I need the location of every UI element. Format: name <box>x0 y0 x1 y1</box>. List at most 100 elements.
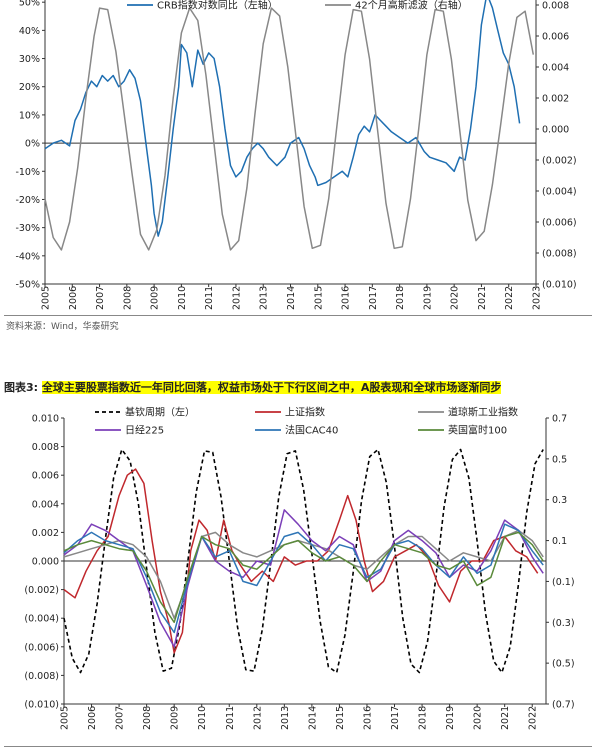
legend-label-2: 道琼斯工业指数 <box>448 406 518 419</box>
y-right-tick-label: 0.000 <box>542 125 569 136</box>
x-tick-label: 2013 <box>259 286 270 310</box>
series-line-2 <box>63 529 544 619</box>
series-line-0 <box>44 0 521 237</box>
legend-label-5: 英国富时100 <box>448 424 507 437</box>
x-tick-label: 2021 <box>477 286 488 310</box>
y-right-tick-label: (0.002) <box>542 156 577 167</box>
y-right-tick-label: (0.004) <box>542 187 577 198</box>
series-line-5 <box>63 531 544 624</box>
y-left-tick-label: 30% <box>19 54 40 65</box>
x-tick-label: 2016 <box>341 286 352 310</box>
figure-3-title: 图表3: 全球主要股票指数近一年同比回落，权益市场处于下行区间之中，A股表现和全… <box>4 379 502 395</box>
y-left-tick-label: 0.010 <box>32 414 59 425</box>
y-left-tick-label: (0.002) <box>24 585 59 596</box>
y-left-tick-label: (0.004) <box>24 614 59 625</box>
series-line-1 <box>44 7 535 251</box>
y-left-tick-label: (0.008) <box>24 671 59 682</box>
figure-3-label: 图表3: <box>4 381 39 394</box>
x-tick-label: 2011 <box>204 286 215 310</box>
x-tick-label: 2015 <box>335 706 346 730</box>
series-line-1 <box>63 468 539 654</box>
x-tick-label: 2011 <box>225 706 236 730</box>
y-right-tick-label: (0.7) <box>552 700 575 711</box>
x-tick-label: 2018 <box>418 706 429 730</box>
separator-line <box>4 315 592 316</box>
y-right-tick-label: (0.3) <box>552 618 575 629</box>
y-left-tick-label: 20% <box>19 82 40 93</box>
x-tick-label: 2017 <box>368 286 379 310</box>
legend-label-1: 42个月高斯滤波（右轴） <box>355 0 468 12</box>
x-tick-label: 2022 <box>528 706 539 730</box>
x-tick-label: 2006 <box>87 706 98 730</box>
x-tick-label: 2010 <box>197 706 208 730</box>
x-tick-label: 2020 <box>473 706 484 730</box>
x-tick-label: 2010 <box>177 286 188 310</box>
y-left-tick-label: 10% <box>19 110 40 121</box>
x-tick-label: 2022 <box>504 286 515 310</box>
y-left-tick-label: 0.002 <box>32 528 59 539</box>
x-tick-label: 2020 <box>450 286 461 310</box>
legend-label-0: 基钦周期（左） <box>125 406 195 419</box>
x-tick-label: 2017 <box>390 706 401 730</box>
x-tick-label: 2012 <box>231 286 242 310</box>
y-left-tick-label: -50% <box>15 280 40 291</box>
y-left-tick-label: 50% <box>19 0 40 9</box>
x-tick-label: 2023 <box>532 286 543 310</box>
x-tick-label: 2019 <box>445 706 456 730</box>
y-left-tick-label: -20% <box>15 195 40 206</box>
legend-label-0: CRB指数对数同比（左轴） <box>157 0 278 12</box>
series-line-3 <box>63 509 544 648</box>
chart-2: 0.010 0.008 0.006 0.004 0.002 0.000 (0.002) (0.… <box>24 406 575 731</box>
y-left-tick-label: 0.008 <box>32 442 59 453</box>
y-right-tick-label: 0.3 <box>552 495 567 506</box>
chart-1: 60%50%40%30%20%10%0%-10%-20%-30%-40%-50%… <box>15 0 577 310</box>
y-left-tick-label: 0.006 <box>32 471 59 482</box>
x-tick-label: 2014 <box>286 286 297 310</box>
y-right-tick-label: (0.1) <box>552 577 575 588</box>
x-tick-label: 2015 <box>313 286 324 310</box>
x-tick-label: 2005 <box>41 286 52 310</box>
y-right-tick-label: 0.004 <box>542 63 569 74</box>
source-note: 资料来源：Wind，华泰研究 <box>6 322 119 332</box>
x-tick-label: 2007 <box>95 286 106 310</box>
bottom-rule <box>4 746 592 747</box>
x-tick-label: 2012 <box>252 706 263 730</box>
y-right-tick-label: 0.1 <box>552 536 567 547</box>
x-tick-label: 2009 <box>170 706 181 730</box>
y-left-tick-label: 0.000 <box>32 557 59 568</box>
x-tick-label: 2016 <box>362 706 373 730</box>
x-tick-label: 2006 <box>68 286 79 310</box>
x-tick-label: 2014 <box>307 706 318 730</box>
figure-3-headline: 全球主要股票指数近一年同比回落，权益市场处于下行区间之中，A股表现和全球市场逐渐… <box>41 381 502 394</box>
x-tick-label: 2019 <box>422 286 433 310</box>
x-tick-label: 2008 <box>122 286 133 310</box>
legend-label-1: 上证指数 <box>285 406 325 419</box>
y-right-tick-label: (0.5) <box>552 659 575 670</box>
x-tick-label: 2021 <box>500 706 511 730</box>
y-right-tick-label: (0.008) <box>542 249 577 260</box>
y-right-tick-label: (0.010) <box>542 280 577 291</box>
y-right-tick-label: 0.5 <box>552 454 567 465</box>
y-left-tick-label: 0.004 <box>32 499 59 510</box>
y-right-tick-label: 0.008 <box>542 1 569 12</box>
x-tick-label: 2007 <box>115 706 126 730</box>
series-line-0 <box>63 448 544 674</box>
y-right-tick-label: 0.006 <box>542 32 569 43</box>
x-tick-label: 2018 <box>395 286 406 310</box>
x-tick-label: 2008 <box>142 706 153 730</box>
y-right-tick-label: (0.006) <box>542 218 577 229</box>
y-right-tick-label: 0.7 <box>552 414 567 425</box>
y-left-tick-label: -30% <box>15 223 40 234</box>
y-left-tick-label: 0% <box>25 139 40 150</box>
y-left-tick-label: -10% <box>15 167 40 178</box>
legend-label-3: 日经225 <box>125 424 164 437</box>
legend-label-4: 法国CAC40 <box>285 424 338 437</box>
y-left-tick-label: (0.010) <box>24 700 59 711</box>
y-right-tick-label: 0.002 <box>542 94 569 105</box>
x-tick-label: 2005 <box>60 706 71 730</box>
x-tick-label: 2009 <box>150 286 161 310</box>
y-left-tick-label: (0.006) <box>24 642 59 653</box>
y-left-tick-label: -40% <box>15 251 40 262</box>
series-line-4 <box>63 523 544 634</box>
x-tick-label: 2013 <box>280 706 291 730</box>
